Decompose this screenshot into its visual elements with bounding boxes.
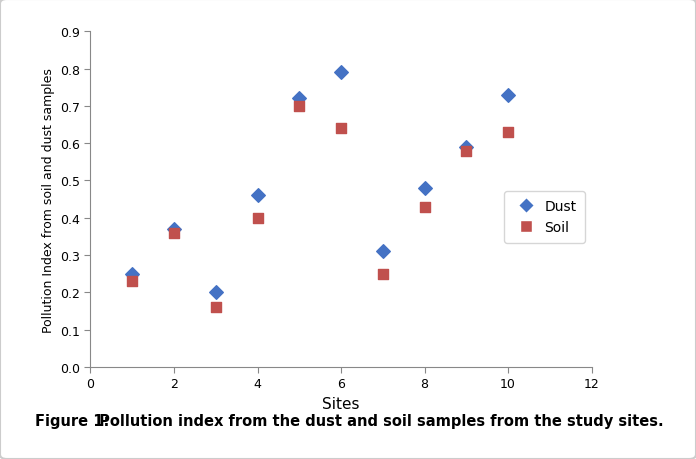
Text: Pollution index from the dust and soil samples from the study sites.: Pollution index from the dust and soil s… [94,413,663,428]
Dust [168,226,180,233]
Dust [503,92,514,99]
Soil [335,125,347,133]
Soil [503,129,514,136]
Legend: Dust, Soil: Dust, Soil [504,191,585,243]
Soil [252,215,263,222]
Soil [461,148,472,155]
Dust [294,95,305,103]
Soil [377,270,388,278]
Soil [419,203,430,211]
Text: Figure 1:: Figure 1: [35,413,109,428]
Soil [127,278,138,285]
Soil [210,304,221,311]
Dust [419,185,430,192]
Y-axis label: Pollution Index from soil and dust samples: Pollution Index from soil and dust sampl… [42,67,54,332]
Dust [210,289,221,297]
Dust [252,192,263,200]
Dust [377,248,388,256]
Dust [461,144,472,151]
Dust [335,69,347,77]
X-axis label: Sites: Sites [322,396,360,411]
Soil [168,230,180,237]
Soil [294,103,305,110]
Dust [127,270,138,278]
